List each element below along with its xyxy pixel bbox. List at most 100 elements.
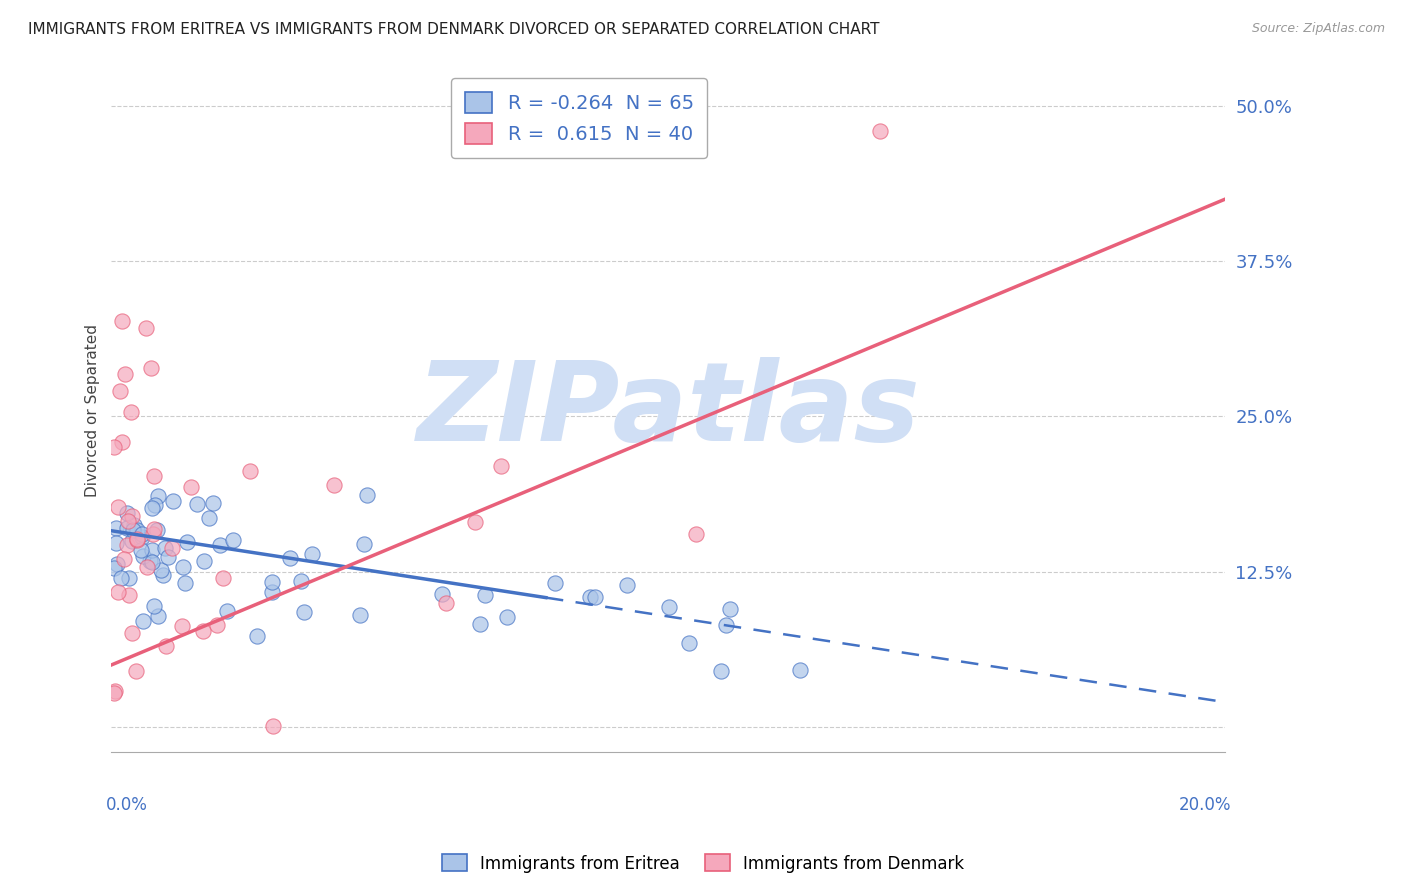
- Point: [180, 480, 202, 494]
- Point: [292, 605, 315, 619]
- Point: [174, 576, 197, 591]
- Point: [142, 599, 165, 614]
- Point: [434, 596, 457, 610]
- Point: [714, 618, 737, 632]
- Point: [246, 629, 269, 643]
- Point: [191, 624, 214, 638]
- Point: [153, 541, 176, 555]
- Point: [155, 640, 177, 654]
- Point: [129, 543, 152, 558]
- Point: [121, 626, 143, 640]
- Point: [125, 532, 148, 546]
- Point: [139, 554, 162, 568]
- Point: [353, 537, 375, 551]
- Point: [139, 361, 162, 376]
- Point: [290, 574, 312, 588]
- Y-axis label: Divorced or Separated: Divorced or Separated: [86, 324, 100, 497]
- Point: [262, 719, 284, 733]
- Point: [262, 585, 284, 599]
- Point: [616, 578, 638, 592]
- Point: [583, 590, 606, 604]
- Point: [162, 494, 184, 508]
- Point: [141, 542, 163, 557]
- Point: [678, 635, 700, 649]
- Point: [108, 384, 131, 398]
- Point: [103, 440, 125, 454]
- Point: [103, 686, 125, 700]
- Point: [186, 497, 208, 511]
- Point: [470, 617, 492, 632]
- Point: [115, 521, 138, 535]
- Point: [107, 585, 129, 599]
- Point: [135, 321, 157, 335]
- Point: [474, 588, 496, 602]
- Point: [145, 523, 167, 537]
- Point: [143, 469, 166, 483]
- Point: [201, 496, 224, 510]
- Point: [209, 538, 232, 552]
- Point: [543, 576, 565, 591]
- Point: [149, 563, 172, 577]
- Legend: R = -0.264  N = 65, R =  0.615  N = 40: R = -0.264 N = 65, R = 0.615 N = 40: [451, 78, 707, 158]
- Point: [430, 587, 453, 601]
- Point: [141, 500, 163, 515]
- Point: [205, 618, 228, 632]
- Point: [495, 610, 517, 624]
- Point: [260, 575, 283, 590]
- Text: 0.0%: 0.0%: [105, 797, 148, 814]
- Point: [217, 604, 239, 618]
- Point: [193, 554, 215, 568]
- Point: [278, 550, 301, 565]
- Point: [349, 608, 371, 623]
- Text: Source: ZipAtlas.com: Source: ZipAtlas.com: [1251, 22, 1385, 36]
- Point: [143, 498, 166, 512]
- Point: [143, 522, 166, 536]
- Point: [105, 558, 128, 572]
- Point: [103, 684, 125, 698]
- Point: [464, 516, 486, 530]
- Point: [146, 490, 169, 504]
- Point: [685, 527, 707, 541]
- Point: [152, 568, 174, 582]
- Legend: Immigrants from Eritrea, Immigrants from Denmark: Immigrants from Eritrea, Immigrants from…: [434, 847, 972, 880]
- Point: [720, 602, 742, 616]
- Point: [104, 536, 127, 550]
- Point: [111, 314, 134, 328]
- Point: [491, 459, 513, 474]
- Point: [118, 571, 141, 585]
- Point: [121, 508, 143, 523]
- Point: [869, 123, 891, 137]
- Point: [117, 507, 139, 521]
- Point: [127, 533, 149, 547]
- Point: [120, 405, 142, 419]
- Text: ZIPatlas: ZIPatlas: [416, 357, 921, 464]
- Point: [239, 464, 262, 478]
- Point: [142, 526, 165, 541]
- Point: [114, 367, 136, 381]
- Point: [112, 551, 135, 566]
- Point: [121, 534, 143, 549]
- Point: [122, 523, 145, 537]
- Point: [170, 619, 193, 633]
- Point: [658, 600, 681, 615]
- Point: [176, 535, 198, 549]
- Point: [125, 664, 148, 678]
- Point: [117, 538, 139, 552]
- Point: [162, 541, 184, 556]
- Point: [131, 614, 153, 628]
- Point: [105, 521, 128, 535]
- Point: [110, 435, 132, 450]
- Point: [131, 527, 153, 541]
- Point: [132, 549, 155, 564]
- Point: [710, 665, 733, 679]
- Point: [103, 561, 125, 575]
- Point: [222, 533, 245, 547]
- Point: [212, 571, 235, 585]
- Point: [141, 555, 163, 569]
- Point: [146, 609, 169, 624]
- Point: [301, 547, 323, 561]
- Point: [136, 560, 159, 574]
- Point: [131, 530, 153, 544]
- Point: [107, 500, 129, 514]
- Point: [172, 560, 194, 574]
